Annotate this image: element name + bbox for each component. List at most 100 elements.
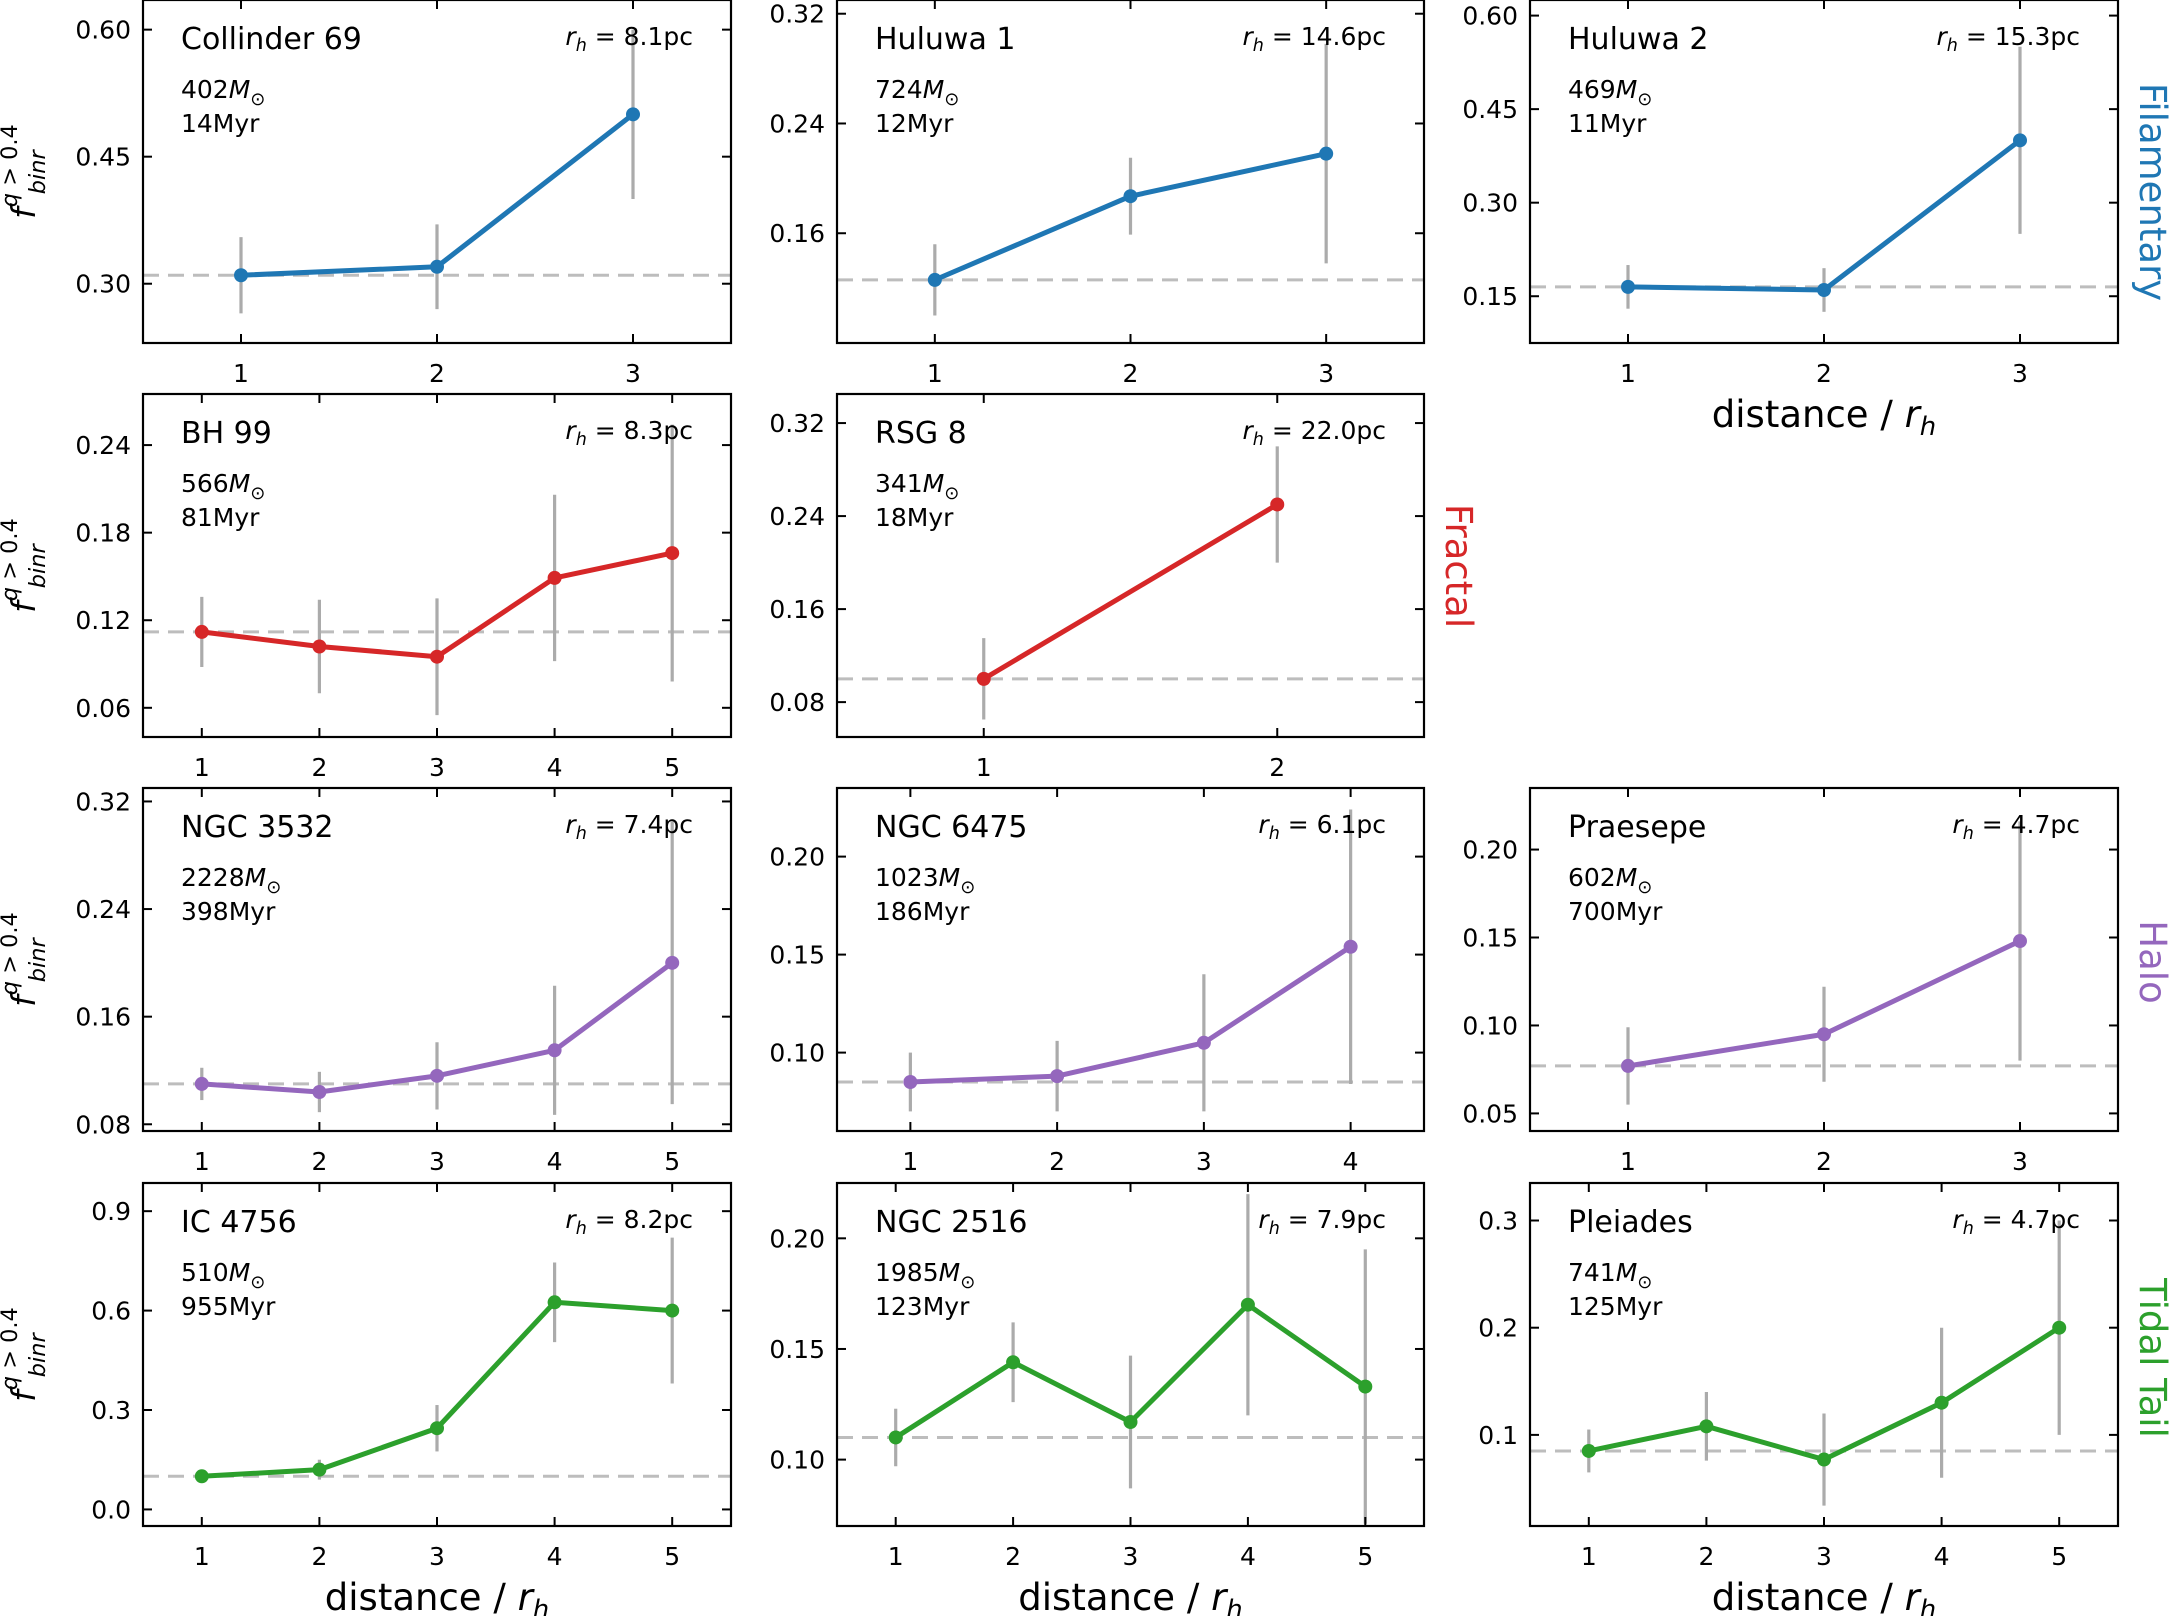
- rh-label-collinder-69: rh = 8.1pc: [565, 22, 693, 56]
- age-label-huluwa-2: 11Myr: [1568, 109, 1647, 138]
- y-tick-label-ic-4756-0.3: 0.3: [91, 1396, 131, 1425]
- series-line-ngc-6475: [910, 944, 1352, 1085]
- x-tick-label-pleiades-4: 4: [1934, 1542, 1950, 1571]
- data-point-ngc-3532-2: [312, 1084, 327, 1099]
- panel-title-ngc-2516: NGC 2516: [875, 1205, 1028, 1240]
- y-tick-label-bh-99-0.12: 0.12: [75, 606, 131, 635]
- panel-title-collinder-69: Collinder 69: [181, 22, 362, 57]
- age-label-ngc-6475: 186Myr: [875, 897, 970, 926]
- y-tick-label-ngc-3532-0.32: 0.32: [75, 787, 131, 816]
- y-tick-label-pleiades-0.2: 0.2: [1478, 1314, 1518, 1343]
- x-tick-label-ngc-6475-1: 1: [902, 1147, 918, 1176]
- data-point-bh-99-5: [665, 546, 680, 561]
- data-point-ngc-3532-5: [665, 955, 680, 970]
- y-axis-label-collinder-69: fq > 0.4binr: [0, 124, 51, 219]
- y-tick-label-praesepe-0.10: 0.10: [1462, 1011, 1518, 1040]
- x-tick-label-praesepe-1: 1: [1620, 1147, 1636, 1176]
- y-tick-label-pleiades-0.1: 0.1: [1478, 1421, 1518, 1450]
- mass-label-rsg-8: 341M⊙: [875, 469, 959, 504]
- y-axis-label-ic-4756: fq > 0.4binr: [0, 1307, 51, 1402]
- x-axis-label-ngc-2516: distance / rh: [1018, 1576, 1242, 1616]
- data-point-ngc-2516-4: [1240, 1297, 1255, 1312]
- rh-label-pleiades: rh = 4.7pc: [1952, 1205, 2080, 1239]
- y-tick-label-rsg-8-0.16: 0.16: [769, 595, 825, 624]
- y-tick-label-praesepe-0.20: 0.20: [1462, 836, 1518, 865]
- age-label-ic-4756: 955Myr: [181, 1292, 276, 1321]
- x-tick-label-ngc-2516-3: 3: [1123, 1542, 1139, 1571]
- panel-bh-99: 0.06 0.12 0.18 0.24 1 2 3 4 5 BH 99 566M⊙81Myr rh =…: [0, 392, 733, 782]
- mass-label-ngc-6475: 1023M⊙: [875, 863, 975, 898]
- data-point-huluwa-1-2: [1123, 189, 1138, 204]
- data-point-pleiades-3: [1817, 1452, 1831, 1467]
- data-point-pleiades-1: [1581, 1443, 1596, 1458]
- x-tick-label-ic-4756-3: 3: [429, 1542, 445, 1571]
- data-point-huluwa-1-1: [927, 272, 942, 287]
- x-axis-label-ic-4756: distance / rh: [325, 1576, 549, 1616]
- x-tick-label-ngc-6475-4: 4: [1343, 1147, 1359, 1176]
- panel-title-huluwa-1: Huluwa 1: [875, 22, 1015, 57]
- x-tick-label-ngc-2516-5: 5: [1357, 1542, 1373, 1571]
- y-axis-label-bh-99: fq > 0.4binr: [0, 518, 51, 613]
- data-point-bh-99-1: [194, 624, 209, 639]
- data-point-ngc-6475-2: [1050, 1069, 1065, 1084]
- x-tick-label-collinder-69-1: 1: [233, 359, 249, 388]
- data-point-praesepe-3: [2013, 934, 2027, 949]
- y-tick-label-huluwa-2-0.60: 0.60: [1462, 2, 1518, 31]
- rh-label-ngc-6475: rh = 6.1pc: [1258, 810, 1386, 844]
- axes-frame-ngc-6475: [835, 786, 1426, 1133]
- x-tick-label-ic-4756-2: 2: [311, 1542, 327, 1571]
- x-tick-label-collinder-69-3: 3: [625, 359, 641, 388]
- data-point-ngc-3532-4: [547, 1043, 562, 1058]
- y-tick-label-ic-4756-0.6: 0.6: [91, 1297, 131, 1326]
- y-tick-label-huluwa-2-0.45: 0.45: [1462, 95, 1518, 124]
- y-tick-label-praesepe-0.15: 0.15: [1462, 924, 1518, 953]
- data-point-huluwa-1-3: [1319, 146, 1334, 161]
- mass-label-praesepe: 602M⊙: [1568, 863, 1652, 898]
- group-label-fractal: Fractal: [1437, 504, 1480, 628]
- x-tick-label-pleiades-3: 3: [1816, 1542, 1832, 1571]
- age-label-pleiades: 125Myr: [1568, 1292, 1663, 1321]
- y-tick-label-ngc-6475-0.15: 0.15: [769, 941, 825, 970]
- y-tick-label-rsg-8-0.32: 0.32: [769, 409, 825, 438]
- x-tick-label-ic-4756-5: 5: [664, 1542, 680, 1571]
- data-point-praesepe-2: [1817, 1027, 1831, 1042]
- y-tick-label-ngc-6475-0.20: 0.20: [769, 843, 825, 872]
- data-point-huluwa-2-3: [2013, 133, 2027, 148]
- panel-praesepe: 0.05 0.10 0.15 0.20 1 2 3 Praesepe 602M⊙700Myr rh…: [1462, 786, 2120, 1176]
- x-tick-label-praesepe-2: 2: [1816, 1147, 1832, 1176]
- y-tick-label-collinder-69-0.60: 0.60: [75, 16, 131, 45]
- y-tick-label-ngc-6475-0.10: 0.10: [769, 1039, 825, 1068]
- x-tick-label-ngc-2516-4: 4: [1240, 1542, 1256, 1571]
- y-tick-label-bh-99-0.06: 0.06: [75, 694, 131, 723]
- x-tick-label-bh-99-3: 3: [429, 753, 445, 782]
- y-axis-label-ngc-3532: fq > 0.4binr: [0, 912, 51, 1007]
- x-tick-label-rsg-8-1: 1: [976, 753, 992, 782]
- data-point-ngc-2516-3: [1123, 1414, 1138, 1429]
- panel-title-pleiades: Pleiades: [1568, 1205, 1693, 1240]
- y-tick-label-ngc-3532-0.08: 0.08: [75, 1110, 131, 1139]
- mass-label-pleiades: 741M⊙: [1568, 1258, 1652, 1293]
- series-line-rsg-8: [982, 502, 1279, 682]
- data-point-ngc-3532-3: [430, 1068, 444, 1083]
- data-point-bh-99-3: [430, 649, 444, 664]
- y-tick-label-ngc-2516-0.15: 0.15: [769, 1335, 825, 1364]
- y-tick-label-rsg-8-0.24: 0.24: [769, 502, 825, 531]
- x-tick-label-ngc-6475-2: 2: [1049, 1147, 1065, 1176]
- x-tick-label-bh-99-4: 4: [547, 753, 563, 782]
- y-tick-label-ic-4756-0.0: 0.0: [91, 1495, 131, 1524]
- panels-layer: 0.30 0.45 0.60 1 2 3 Collinder 69 402M⊙14Myr rh …: [0, 0, 2120, 1616]
- data-point-praesepe-1: [1621, 1058, 1635, 1073]
- data-point-collinder-69-3: [626, 107, 640, 122]
- x-tick-label-ngc-2516-1: 1: [888, 1542, 904, 1571]
- x-tick-label-bh-99-5: 5: [664, 753, 680, 782]
- data-point-huluwa-2-1: [1621, 279, 1635, 294]
- y-tick-label-collinder-69-0.30: 0.30: [75, 270, 131, 299]
- mass-label-collinder-69: 402M⊙: [181, 75, 265, 110]
- x-tick-label-ngc-3532-3: 3: [429, 1147, 445, 1176]
- x-axis-label-pleiades: distance / rh: [1712, 1576, 1936, 1616]
- y-tick-label-bh-99-0.18: 0.18: [75, 519, 131, 548]
- x-tick-label-ic-4756-4: 4: [547, 1542, 563, 1571]
- data-point-ic-4756-5: [665, 1303, 680, 1318]
- age-label-huluwa-1: 12Myr: [875, 109, 954, 138]
